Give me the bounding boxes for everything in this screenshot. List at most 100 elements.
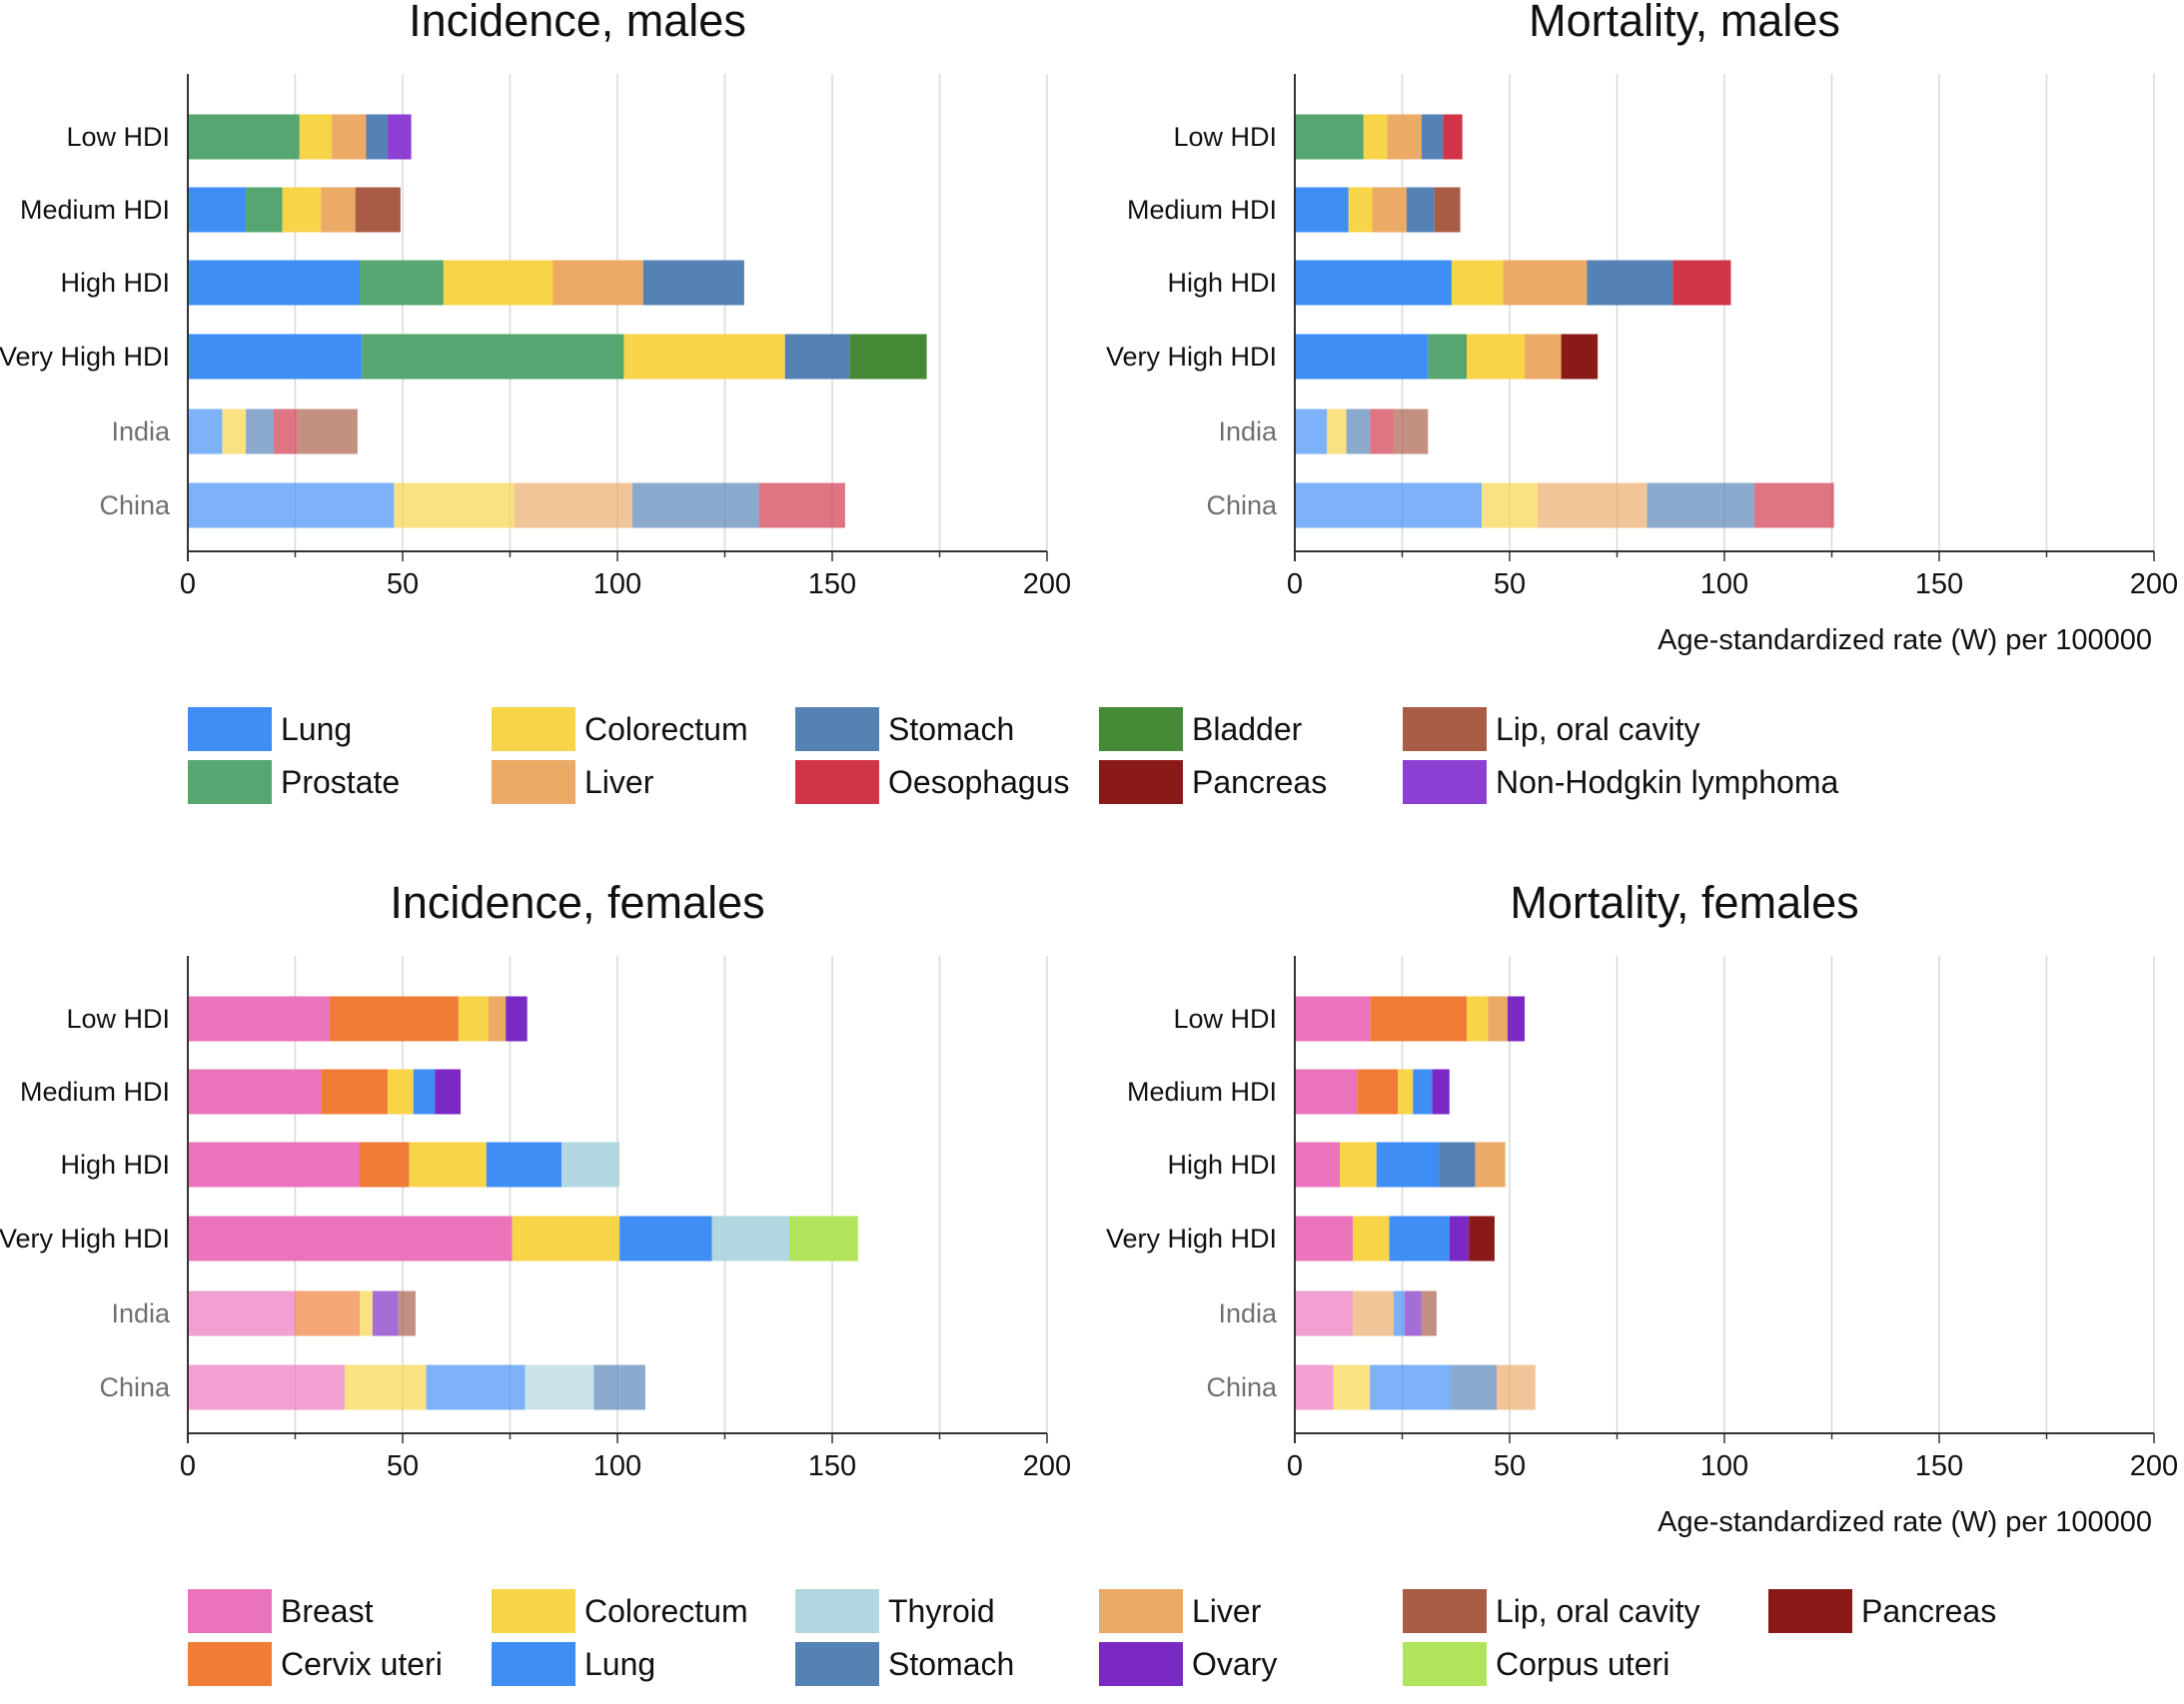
chart-title: Incidence, females xyxy=(390,877,764,928)
bar-segment-breast xyxy=(188,1364,345,1410)
legend-item-breast: Breast xyxy=(188,1589,374,1633)
category-label: India xyxy=(1218,1298,1278,1328)
bar-segment-oesophagus xyxy=(1672,260,1731,306)
legend-females: Breast Colorectum Thyroid Liver Lip, oral ca… xyxy=(188,1589,1996,1686)
category-label: China xyxy=(99,490,171,520)
bar-segment-breast xyxy=(1295,1290,1354,1336)
category-label: Very High HDI xyxy=(1106,342,1277,372)
legend-swatch xyxy=(1403,707,1487,751)
legend-label: Lip, oral cavity xyxy=(1496,1593,1700,1629)
legend-swatch xyxy=(1403,1642,1487,1686)
legend-label: Pancreas xyxy=(1192,764,1327,800)
bar-segment-liver xyxy=(1475,1142,1506,1188)
chart-panel-3: Mortality, females Low HDI Medium HDI High … xyxy=(1106,877,2178,1538)
x-tick-label: 0 xyxy=(180,1450,196,1482)
bar-segment-oesophagus xyxy=(1443,114,1463,160)
category-label: Very High HDI xyxy=(0,342,170,372)
bar-segment-lung xyxy=(1389,1216,1450,1262)
bar-segment-oesophagus xyxy=(758,482,845,528)
category-label: Medium HDI xyxy=(20,1077,170,1107)
legend-item-bladder: Bladder xyxy=(1099,707,1303,751)
bar-segment-stomach xyxy=(642,260,744,306)
bar-segment-lung xyxy=(1295,334,1429,380)
bar-segment-colorectum xyxy=(1467,334,1526,380)
category-label: Very High HDI xyxy=(1106,1224,1277,1254)
legend-label: Stomach xyxy=(888,711,1014,747)
bar-segment-colorectum xyxy=(299,114,333,160)
bar-segment-lung xyxy=(1376,1142,1440,1188)
bar-segment-liver xyxy=(552,260,643,306)
bar-segment-cervix xyxy=(1370,996,1467,1042)
bar-segment-ovary xyxy=(1449,1216,1470,1262)
bar-segment-nhl xyxy=(387,114,412,160)
legend-item-pancreas: Pancreas xyxy=(1768,1589,1996,1633)
bar-segment-ovary xyxy=(435,1069,462,1115)
bar-segment-stomach xyxy=(1439,1142,1476,1188)
bar-segment-breast xyxy=(1295,996,1371,1042)
x-tick-label: 150 xyxy=(808,568,856,600)
bar-segment-lung xyxy=(188,334,363,380)
bar-segment-prostate xyxy=(362,334,624,380)
bar-segment-breast xyxy=(1295,1142,1341,1188)
legend-label: Liver xyxy=(1192,1593,1262,1629)
legend-swatch xyxy=(492,1589,575,1633)
legend-males: Lung Colorectum Stomach Bladder Lip, oral ca… xyxy=(188,707,1838,804)
legend-item-lip: Lip, oral cavity xyxy=(1403,707,1700,751)
bar-segment-colorectum xyxy=(222,409,247,454)
chart-title: Mortality, males xyxy=(1529,0,1840,46)
bar-segment-stomach xyxy=(246,409,274,454)
bar-segment-colorectum xyxy=(387,1069,414,1115)
legend-label: Breast xyxy=(281,1593,374,1629)
legend-item-prostate: Prostate xyxy=(188,760,400,804)
x-axis-label: Age-standardized rate (W) per 100000 xyxy=(1657,624,2152,656)
bar-segment-ovary xyxy=(372,1290,399,1336)
bar-segment-cervix xyxy=(295,1290,360,1336)
bar-segment-lung xyxy=(426,1364,526,1410)
bar-segment-breast xyxy=(188,1142,360,1188)
bar-segment-liver xyxy=(1387,114,1422,160)
category-label: Medium HDI xyxy=(1127,1077,1277,1107)
bar-segment-stomach xyxy=(593,1364,645,1410)
legend-label: Oesophagus xyxy=(888,764,1069,800)
x-tick-label: 100 xyxy=(1700,1450,1748,1482)
bar-segment-breast xyxy=(188,996,330,1042)
legend-swatch xyxy=(188,1589,272,1633)
bar-segment-colorectum xyxy=(1340,1142,1377,1188)
bar-segment-liver xyxy=(1488,996,1508,1042)
bar-segment-stomach xyxy=(784,334,850,380)
bar-segment-breast xyxy=(1295,1364,1334,1410)
category-label: China xyxy=(99,1372,171,1402)
bar-segment-colorectum xyxy=(1363,114,1388,160)
x-tick-label: 200 xyxy=(1023,568,1071,600)
legend-item-stomach: Stomach xyxy=(795,1642,1014,1686)
category-label: Very High HDI xyxy=(0,1224,170,1254)
legend-item-thyroid: Thyroid xyxy=(795,1589,995,1633)
bar-segment-thyroid xyxy=(711,1216,789,1262)
legend-label: Bladder xyxy=(1192,711,1303,747)
x-tick-label: 50 xyxy=(1494,1450,1526,1482)
legend-label: Thyroid xyxy=(888,1593,995,1629)
bar-segment-prostate xyxy=(1428,334,1467,380)
legend-item-liver: Liver xyxy=(492,760,654,804)
bar-segment-stomach xyxy=(1646,482,1755,528)
legend-item-pancreas: Pancreas xyxy=(1099,760,1327,804)
category-label: Medium HDI xyxy=(1127,195,1277,225)
legend-swatch xyxy=(795,1642,879,1686)
bar-segment-stomach xyxy=(1346,409,1371,454)
legend-item-lung: Lung xyxy=(492,1642,655,1686)
chart-panel-0: Incidence, males Low HDI Medium HDI High HD… xyxy=(0,0,1071,600)
bar-segment-lip xyxy=(398,1290,416,1336)
bar-segment-stomach xyxy=(1451,1364,1498,1410)
bar-segment-oesophagus xyxy=(1754,482,1834,528)
bar-segment-prostate xyxy=(360,260,444,306)
legend-swatch xyxy=(1768,1589,1852,1633)
bar-segment-lung xyxy=(188,187,247,233)
bar-segment-colorectum xyxy=(623,334,785,380)
bar-segment-prostate xyxy=(188,114,300,160)
bar-segment-breast xyxy=(1295,1069,1358,1115)
bar-segment-colorectum xyxy=(282,187,322,233)
legend-item-lip: Lip, oral cavity xyxy=(1403,1589,1700,1633)
legend-swatch xyxy=(188,1642,272,1686)
legend-label: Lung xyxy=(584,1646,655,1682)
bar-segment-lung xyxy=(1295,409,1328,454)
